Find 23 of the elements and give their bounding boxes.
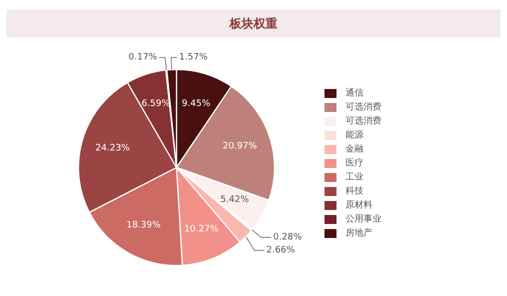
data-label: 2.66% — [266, 245, 296, 256]
legend-label: 医疗 — [346, 158, 364, 168]
chart-title: 板块权重 — [228, 16, 278, 30]
data-label: 18.39% — [126, 220, 162, 230]
data-label: 9.45% — [182, 98, 211, 109]
data-label: 5.42% — [220, 195, 250, 206]
data-label: 24.23% — [95, 144, 130, 154]
data-label: 6.59% — [141, 99, 171, 110]
data-label: 1.57% — [179, 52, 208, 62]
legend-label: 工业 — [346, 172, 364, 182]
legend-label: 金融 — [346, 144, 364, 154]
legend-label: 可选消费 — [346, 116, 382, 126]
legend-label: 可选消费 — [346, 102, 382, 112]
legend-label: 公用事业 — [346, 214, 382, 224]
legend-label: 科技 — [346, 186, 364, 196]
legend-label: 通信 — [346, 88, 364, 98]
data-label: 0.17% — [128, 52, 158, 62]
data-label: 20.97% — [222, 142, 258, 152]
legend-label: 能源 — [346, 130, 364, 140]
data-label: 0.28% — [273, 232, 302, 242]
legend-label: 原材料 — [346, 200, 372, 210]
data-label: 10.27% — [184, 224, 219, 234]
legend-label: 房地产 — [346, 228, 372, 238]
